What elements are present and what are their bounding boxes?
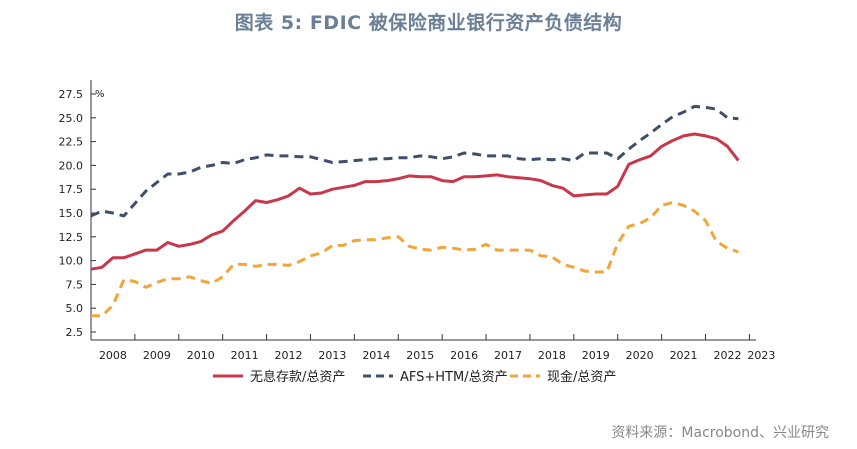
legend-label-2: AFS+HTM/总资产: [400, 370, 508, 385]
x-tick-label: 2014: [362, 349, 390, 362]
x-tick-label: 2010: [187, 349, 215, 362]
x-tick-label: 2012: [275, 349, 303, 362]
x-tick-label: 2015: [406, 349, 434, 362]
y-tick-label: 12.5: [59, 231, 84, 244]
y-tick-label: 20.0: [59, 159, 84, 172]
legend-label-1: 无息存款/总资产: [250, 369, 345, 385]
axes: 27.5 25.0 22.5 20.0 17.5 15.0 12.5 10.0 7.5 5.0 2.…: [59, 80, 775, 362]
y-tick-label: 15.0: [59, 207, 84, 220]
y-tick-label: 25.0: [59, 112, 84, 125]
x-tick-label: 2022: [713, 349, 741, 362]
x-tick-label: 2018: [538, 349, 566, 362]
y-tick-label: 10.0: [59, 255, 84, 268]
x-tick-label: 2017: [494, 349, 522, 362]
x-tick-label: 2020: [626, 349, 654, 362]
series-line-2: [90, 104, 739, 218]
series-layer: [90, 104, 740, 318]
y-tick-label: 17.5: [59, 183, 84, 196]
x-tick-label: 2008: [99, 349, 127, 362]
x-tick-label: 2011: [231, 349, 259, 362]
x-tick-label: 2009: [143, 349, 171, 362]
y-tick-label: 22.5: [59, 136, 84, 149]
legend: 无息存款/总资产 AFS+HTM/总资产 现金/总资产: [213, 369, 616, 385]
y-tick-label: 5.0: [66, 302, 84, 315]
chart-title: 图表 5: FDIC 被保险商业银行资产负债结构: [234, 12, 623, 34]
x-tick-label: 2013: [318, 349, 346, 362]
series-line-3: [91, 201, 739, 318]
y-tick-label: 27.5: [59, 88, 84, 101]
series-line-1: [90, 132, 740, 271]
y-tick-label: 7.5: [66, 278, 84, 291]
x-tick-label: 2021: [670, 349, 698, 362]
x-tick-label: 2016: [450, 349, 478, 362]
x-tick-label: 2019: [582, 349, 610, 362]
y-axis-unit: %: [95, 89, 105, 100]
legend-label-3: 现金/总资产: [547, 369, 616, 385]
y-tick-label: 2.5: [66, 326, 84, 339]
x-tick-label: 2023: [747, 349, 775, 362]
source-note: 资料来源：Macrobond、兴业研究: [611, 425, 829, 441]
